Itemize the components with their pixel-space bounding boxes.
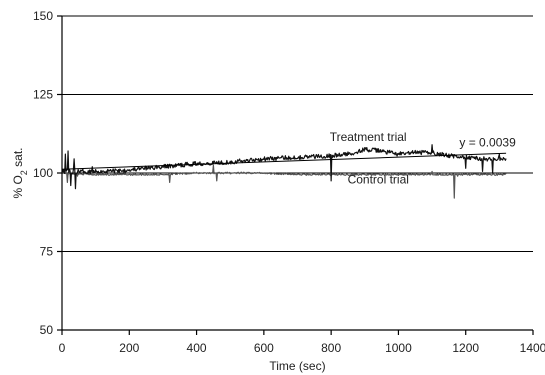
y-tick-label-125: 125 [33, 88, 53, 102]
y-tick-label-150: 150 [33, 9, 53, 23]
y-tick-label-50: 50 [40, 323, 54, 337]
y-axis-label-suffix: sat. [11, 147, 25, 170]
x-tick-label-800: 800 [321, 341, 341, 355]
x-tick-label-400: 400 [187, 341, 207, 355]
annotation-0: Treatment trial [330, 130, 407, 144]
annotation-1: Control trial [348, 173, 409, 187]
y-tick-label-100: 100 [33, 166, 53, 180]
x-tick-label-1400: 1400 [520, 341, 545, 355]
x-tick-label-1200: 1200 [452, 341, 479, 355]
x-tick-label-0: 0 [59, 341, 66, 355]
y-tick-label-75: 75 [40, 245, 54, 259]
series-line-treatment-trial [61, 144, 507, 190]
x-axis-label: Time (sec) [269, 359, 325, 373]
x-tick-label-600: 600 [254, 341, 274, 355]
x-tick-label-1000: 1000 [385, 341, 412, 355]
annotations: Treatment trial Control trial y = 0.0039 [330, 130, 516, 187]
series-line-control-trial [61, 164, 507, 199]
series-lines [61, 144, 507, 199]
y-axis-label-prefix: % O [11, 175, 25, 198]
y-axis-label: % O2 sat. [11, 147, 29, 198]
x-tick-label-200: 200 [119, 341, 139, 355]
annotation-2: y = 0.0039 [459, 135, 516, 149]
trendline [61, 152, 507, 170]
y-axis-label-subscript: 2 [19, 170, 29, 175]
tick-labels: 50 75 100 125 150 0 200 400 600 800 1000 1200 1400 [33, 9, 545, 355]
gridlines [62, 15, 533, 253]
